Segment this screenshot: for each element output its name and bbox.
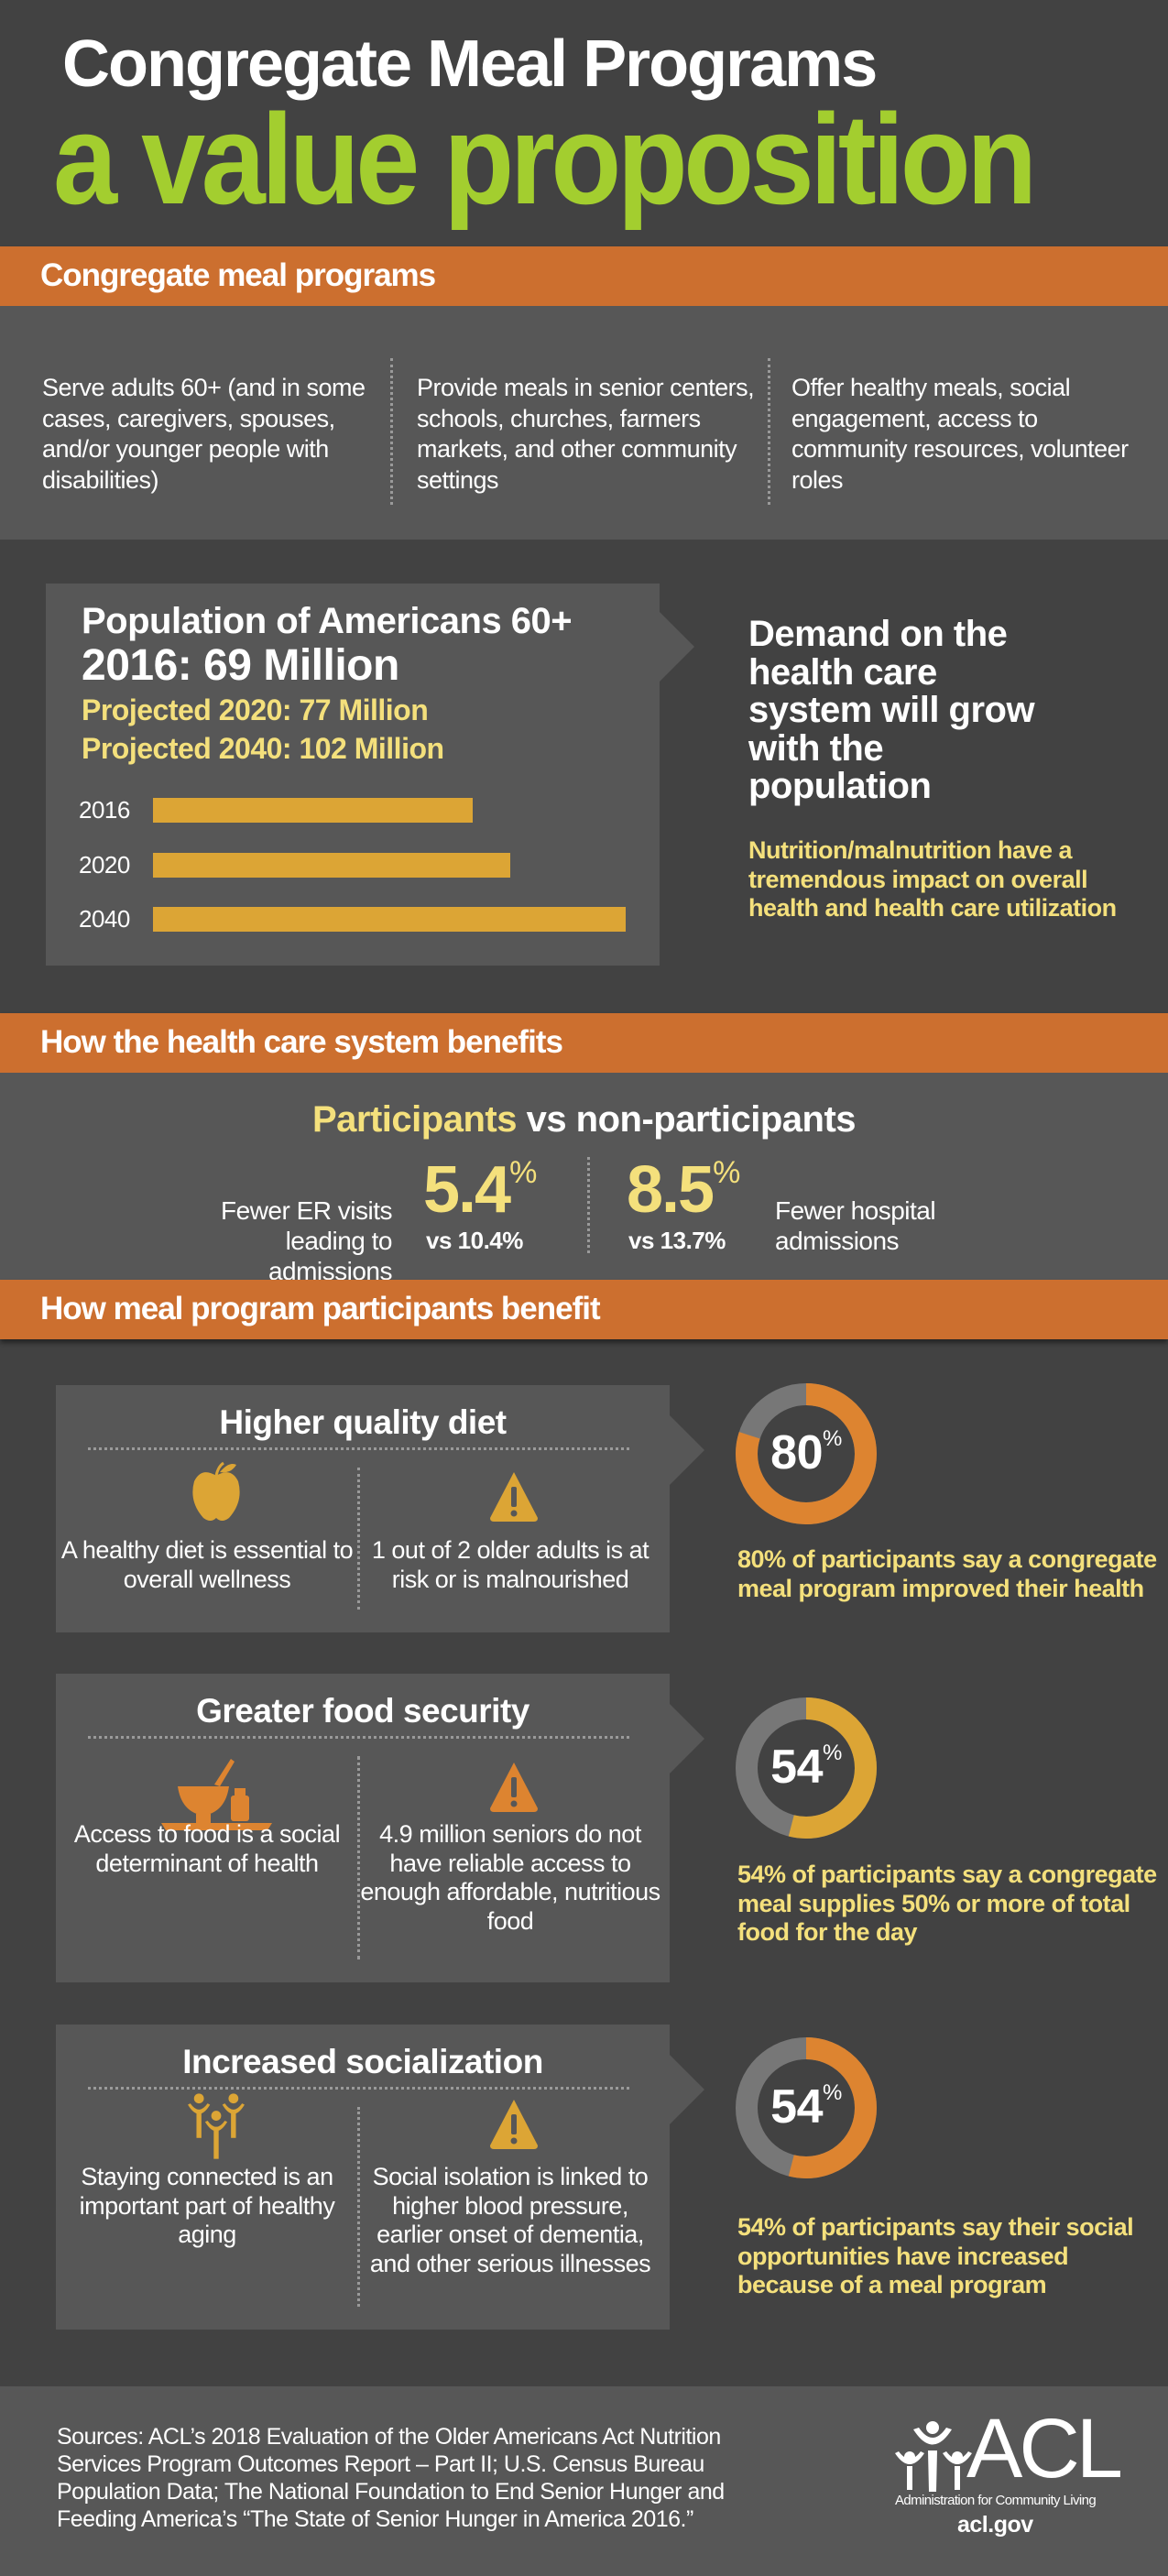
er-visits-value: 5.4% — [423, 1155, 537, 1223]
warning-icon — [488, 2098, 540, 2154]
benefit-risk: Social isolation is linked to higher blo… — [369, 2163, 651, 2277]
program-column-provide: Provide meals in senior centers, schools… — [417, 374, 755, 494]
donut-fill — [736, 1697, 877, 1839]
warning-icon — [488, 1470, 540, 1526]
donut-fill — [736, 1383, 877, 1524]
acl-logo: ACL Administration for Community Living — [893, 2407, 1123, 2515]
percent-donut: 54% — [733, 1695, 879, 1841]
people-group-icon — [170, 2092, 262, 2165]
bar-label-2016: 2016 — [79, 796, 130, 824]
bar-2020 — [153, 853, 510, 878]
section-title: How meal program participants benefit — [40, 1291, 601, 1326]
divider — [768, 358, 770, 505]
benefit-panel — [56, 1385, 670, 1632]
program-column-serve: Serve adults 60+ (and in some cases, car… — [42, 374, 366, 494]
section-banner-programs: Congregate meal programs — [0, 246, 1168, 306]
divider — [357, 1468, 360, 1610]
donut-label: 54% — [733, 1741, 879, 1794]
benefit-panel — [56, 2025, 670, 2330]
percent-sign: % — [509, 1155, 537, 1190]
divider — [88, 1736, 629, 1739]
hospital-admissions-compare: vs 13.7% — [628, 1227, 726, 1254]
er-visits-label: Fewer ER visits leading to admissions — [221, 1196, 392, 1285]
page-title: Congregate Meal Programs — [62, 27, 878, 101]
non-participants-label: vs non-participants — [516, 1099, 857, 1140]
benefit-stat: 54% of participants say their social opp… — [737, 2213, 1134, 2298]
donut-value: 54 — [770, 1741, 823, 1794]
benefit-title: Increased socialization — [182, 2043, 543, 2080]
divider — [357, 2107, 360, 2307]
participants-label: Participants — [311, 1099, 517, 1140]
divider — [390, 358, 393, 505]
er-visits-compare: vs 10.4% — [426, 1227, 523, 1254]
footer: Sources: ACL’s 2018 Evaluation of the Ol… — [0, 2386, 1168, 2576]
er-visits-number: 5.4 — [423, 1153, 511, 1227]
divider — [587, 1157, 590, 1253]
page-subtitle: a value proposition — [53, 87, 1037, 231]
benefit-risk: 1 out of 2 older adults is at risk or is… — [371, 1536, 649, 1593]
benefit-stat: 54% of participants say a congregate mea… — [737, 1861, 1157, 1946]
panel-arrow — [660, 612, 694, 682]
benefit-title: Higher quality diet — [219, 1403, 507, 1441]
section-title: Congregate meal programs — [40, 257, 436, 293]
section-banner-participants: How meal program participants benefit — [0, 1280, 1168, 1339]
sources-text: Sources: ACL’s 2018 Evaluation of the Ol… — [57, 2424, 725, 2532]
health-care-panel: Participants vs non-participants Fewer E… — [0, 1073, 1168, 1285]
warning-icon — [488, 1761, 540, 1817]
bar-2040 — [153, 907, 626, 932]
percent-donut: 54% — [733, 2035, 879, 2181]
acl-people-icon — [895, 2421, 972, 2492]
panel-arrow — [670, 1415, 704, 1485]
section-banner-health-care: How the health care system benefits — [0, 1013, 1168, 1073]
percent-sign: % — [823, 1741, 842, 1765]
percent-sign: % — [823, 2080, 842, 2105]
nutrition-text: Nutrition/malnutrition have a tremendous… — [748, 836, 1117, 922]
donut-fill — [736, 2037, 877, 2178]
demand-text: Demand on the health care system will gr… — [748, 614, 1035, 806]
percent-sign: % — [823, 1426, 842, 1451]
bar-2016 — [153, 798, 474, 823]
benefit-risk: 4.9 million seniors do not have reliable… — [360, 1820, 660, 1935]
acl-logo-subtitle: Administration for Community Living — [895, 2493, 1097, 2508]
acl-logo-text: ACL — [966, 2402, 1123, 2495]
comparison-heading: Participants vs non-participants — [0, 1098, 1168, 1141]
apple-icon — [191, 1461, 242, 1526]
donut-label: 54% — [733, 2080, 879, 2134]
population-2040: Projected 2040: 102 Million — [82, 732, 444, 765]
percent-donut: 80% — [733, 1381, 879, 1527]
food-bowl-icon — [159, 1759, 274, 1837]
donut-value: 54 — [770, 2080, 823, 2134]
hospital-admissions-value: 8.5% — [627, 1155, 740, 1223]
percent-sign: % — [713, 1155, 740, 1190]
donut-label: 80% — [733, 1426, 879, 1479]
bar-label-2040: 2040 — [79, 905, 130, 933]
benefit-fact: Access to food is a social determinant o… — [73, 1820, 341, 1877]
divider — [88, 1447, 629, 1450]
population-panel — [46, 584, 660, 966]
divider — [88, 2087, 629, 2090]
population-2020: Projected 2020: 77 Million — [82, 693, 429, 726]
bar-label-2020: 2020 — [79, 851, 130, 879]
divider — [357, 1756, 360, 1959]
benefit-fact: A healthy diet is essential to overall w… — [60, 1536, 354, 1593]
panel-arrow — [670, 1704, 704, 1774]
benefit-stat: 80% of participants say a congregate mea… — [737, 1545, 1157, 1602]
acl-website-link[interactable]: acl.gov — [957, 2512, 1033, 2538]
population-2016: 2016: 69 Million — [82, 641, 399, 690]
benefit-fact: Staying connected is an important part o… — [79, 2163, 335, 2248]
benefit-panel — [56, 1674, 670, 1982]
hospital-admissions-number: 8.5 — [627, 1153, 715, 1227]
section-title: How the health care system benefits — [40, 1024, 563, 1060]
benefit-title: Greater food security — [196, 1692, 529, 1730]
hospital-admissions-label: Fewer hospital admissions — [775, 1196, 936, 1255]
programs-panel: Serve adults 60+ (and in some cases, car… — [0, 306, 1168, 540]
panel-arrow — [670, 2055, 704, 2124]
program-column-offer: Offer healthy meals, social engagement, … — [791, 374, 1129, 494]
population-title: Population of Americans 60+ — [82, 601, 573, 641]
donut-value: 80 — [770, 1426, 823, 1479]
